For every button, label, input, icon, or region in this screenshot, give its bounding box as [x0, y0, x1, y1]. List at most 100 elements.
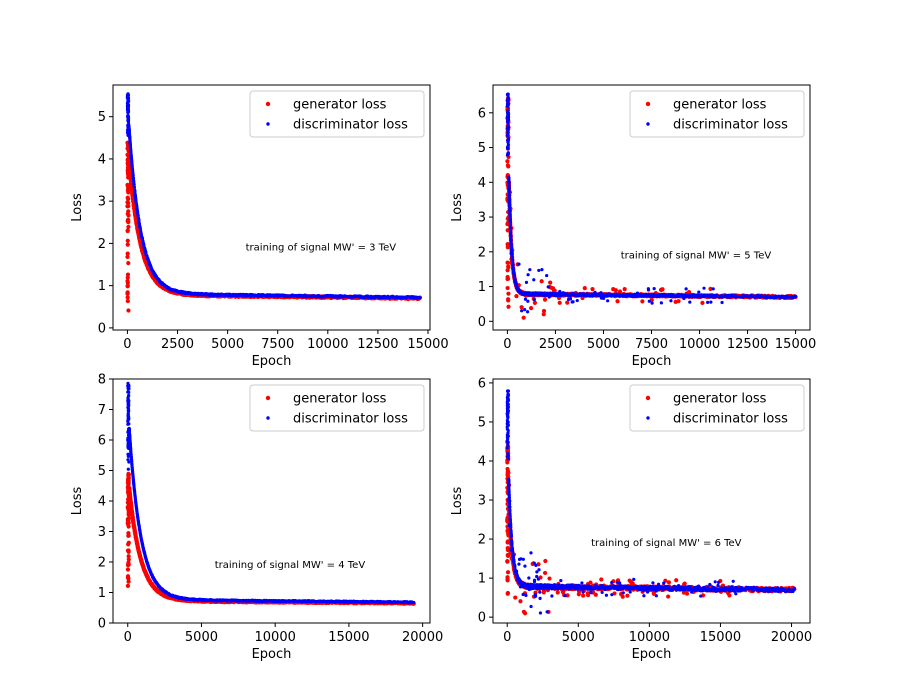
data-point [505, 575, 510, 580]
data-point [625, 293, 629, 298]
data-point [508, 213, 512, 217]
data-point [126, 95, 130, 99]
data-point [529, 306, 534, 311]
data-point [508, 226, 513, 230]
data-point [505, 546, 510, 551]
data-point [127, 383, 131, 387]
data-point [126, 477, 131, 482]
data-point [506, 152, 510, 156]
data-point [646, 287, 650, 291]
data-point [507, 193, 511, 198]
data-point [709, 300, 713, 304]
data-point [575, 298, 579, 303]
data-point [126, 218, 131, 223]
data-point [506, 264, 511, 269]
data-point [125, 298, 130, 304]
data-point [528, 268, 532, 272]
data-point [524, 280, 529, 284]
data-point [582, 286, 587, 291]
y-tick-label: 0 [478, 315, 486, 330]
data-point [127, 460, 131, 464]
data-point [126, 153, 131, 158]
data-points [505, 389, 797, 616]
data-point [126, 213, 131, 218]
x-tick-label: 15000 [328, 630, 369, 645]
data-point [126, 579, 131, 584]
data-point [126, 114, 130, 118]
y-tick-label: 3 [98, 195, 106, 210]
y-tick-label: 1 [98, 586, 106, 601]
y-tick-label: 1 [98, 279, 106, 294]
data-point [125, 567, 131, 572]
data-point [125, 583, 131, 589]
data-point [126, 533, 131, 538]
legend-marker-discriminator [266, 416, 270, 420]
subplot-3: 0 5000 10000 15000 20000012345678EpochLosstr… [70, 373, 443, 663]
data-point [688, 300, 692, 304]
data-point [669, 299, 673, 303]
data-point [125, 195, 130, 200]
data-point [532, 278, 536, 282]
data-point [127, 399, 131, 403]
annotation-label: training of signal MW' = 5 TeV [621, 250, 772, 261]
data-point [509, 233, 513, 237]
data-point [125, 563, 131, 568]
data-point [506, 130, 510, 134]
y-tick-label: 0 [98, 617, 106, 632]
x-tick-label: 5000 [211, 337, 244, 352]
data-point [126, 261, 131, 266]
legend-marker-generator [645, 101, 651, 107]
x-tick-label: 10000 [255, 630, 296, 645]
data-point [537, 268, 541, 273]
data-point [506, 145, 510, 149]
x-tick-label: 0 [123, 337, 131, 352]
data-point [541, 312, 546, 317]
x-tick-label: 5000 [587, 337, 620, 352]
data-point [505, 163, 511, 168]
data-point [539, 279, 544, 284]
legend-box [249, 384, 425, 432]
data-point [650, 301, 654, 305]
data-point [652, 292, 656, 296]
data-point [412, 600, 416, 605]
annotation-label: training of signal MW' = 3 TeV [246, 243, 397, 254]
data-point [568, 297, 573, 301]
data-point [548, 280, 553, 285]
data-point [558, 289, 562, 294]
legend-label-generator: generator loss [293, 392, 387, 407]
data-point [532, 298, 536, 302]
data-points [125, 92, 423, 313]
data-point [126, 200, 131, 206]
data-point [526, 299, 530, 303]
data-point [125, 283, 130, 288]
data-point [125, 242, 130, 247]
data-point [545, 273, 549, 278]
data-point [540, 268, 544, 272]
data-point [506, 140, 510, 144]
data-point [561, 291, 565, 295]
legend-label-generator: generator loss [673, 98, 767, 113]
data-point [525, 310, 530, 314]
data-point [615, 299, 620, 304]
data-point [505, 260, 510, 265]
data-point [126, 387, 130, 391]
series-discriminator [505, 92, 798, 314]
data-point [126, 105, 130, 109]
x-tick-label: 7500 [635, 337, 668, 352]
data-point [526, 273, 530, 277]
subplot-4: 0 5000 10000 15000 200000123456EpochLosstrai… [450, 376, 812, 662]
data-point [125, 280, 130, 285]
data-point [652, 287, 656, 291]
legend-label-generator: generator loss [293, 98, 387, 113]
data-points [505, 92, 798, 320]
data-point [509, 252, 513, 256]
data-point [590, 287, 595, 292]
data-point [700, 300, 705, 305]
data-point [602, 296, 606, 301]
y-tick-label: 5 [98, 110, 106, 125]
legend-label-discriminator: discriminator loss [673, 118, 788, 133]
data-point [676, 299, 681, 304]
y-tick-label: 3 [478, 211, 486, 226]
